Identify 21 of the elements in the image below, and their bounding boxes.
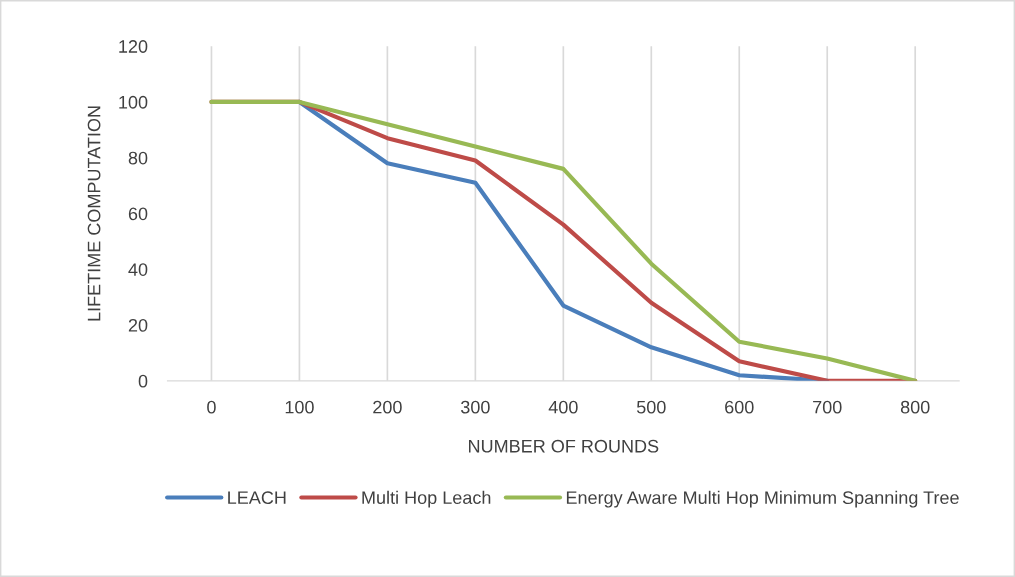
y-tick-label: 80 xyxy=(128,151,148,165)
legend-label: LEACH xyxy=(228,491,286,505)
y-tick-label: 60 xyxy=(128,207,148,221)
x-tick-label: 700 xyxy=(813,400,842,414)
x-tick-label: 300 xyxy=(460,400,490,414)
y-tick-label: 20 xyxy=(128,318,148,332)
legend-label: Energy Aware Multi Hop Minimum Spanning Tree xyxy=(566,490,959,508)
x-tick-label: 200 xyxy=(373,400,402,414)
x-tick-label: 400 xyxy=(548,400,578,414)
y-tick-label: 120 xyxy=(119,40,148,53)
x-tick-label: 100 xyxy=(285,400,314,414)
x-tick-label: 800 xyxy=(900,400,930,414)
y-tick-label: 0 xyxy=(138,374,148,388)
y-tick-label: 40 xyxy=(128,263,148,276)
x-tick-label: 500 xyxy=(636,400,666,414)
x-axis-title: NUMBER OF ROUNDS xyxy=(469,439,659,453)
y-axis-title: LIFETIME COMPUTATION xyxy=(87,106,101,321)
legend-label: Multi Hop Leach xyxy=(362,490,491,508)
x-tick-label: 0 xyxy=(207,400,216,414)
y-tick-label: 100 xyxy=(119,95,148,109)
x-tick-label: 600 xyxy=(725,400,754,414)
